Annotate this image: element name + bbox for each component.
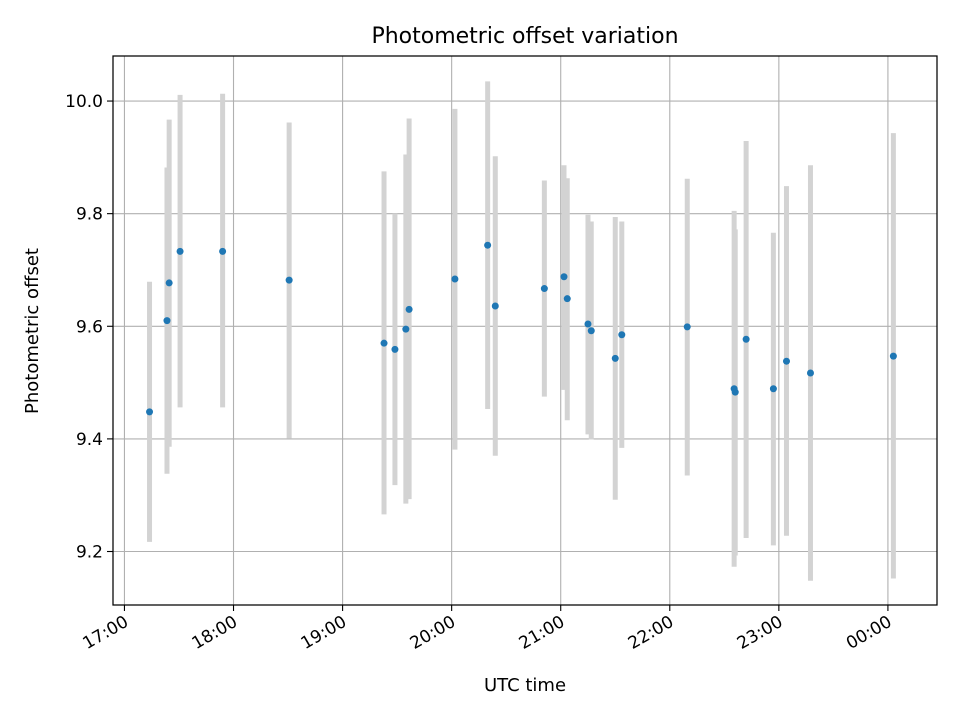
data-point bbox=[219, 247, 227, 255]
data-point bbox=[587, 327, 595, 335]
data-point bbox=[618, 331, 626, 339]
data-point bbox=[540, 285, 548, 293]
data-point bbox=[285, 276, 293, 284]
data-point bbox=[563, 295, 571, 303]
y-tick-label: 10.0 bbox=[65, 92, 103, 112]
data-point bbox=[380, 339, 388, 347]
plot-frame bbox=[112, 55, 938, 606]
data-point bbox=[683, 323, 691, 331]
data-point bbox=[165, 279, 173, 287]
y-tick-label: 9.2 bbox=[76, 543, 103, 563]
data-point bbox=[402, 325, 410, 333]
y-tick-label: 9.6 bbox=[76, 317, 103, 337]
data-point bbox=[782, 357, 790, 365]
data-points bbox=[146, 241, 897, 416]
y-axis-label: Photometric offset bbox=[22, 248, 43, 414]
data-point bbox=[584, 320, 592, 328]
data-point bbox=[146, 408, 154, 416]
data-point bbox=[611, 354, 619, 362]
y-tick-label: 9.4 bbox=[76, 430, 103, 450]
data-point bbox=[176, 247, 184, 255]
data-point bbox=[889, 352, 897, 360]
data-point bbox=[806, 369, 814, 377]
data-point bbox=[491, 302, 499, 310]
data-point bbox=[405, 305, 413, 313]
data-point bbox=[742, 335, 750, 343]
data-point bbox=[731, 388, 739, 396]
data-point bbox=[769, 385, 777, 393]
data-point bbox=[391, 345, 399, 353]
x-axis-label: UTC time bbox=[484, 675, 566, 696]
grid bbox=[113, 56, 937, 605]
chart-title: Photometric offset variation bbox=[371, 24, 678, 49]
data-point bbox=[451, 275, 459, 283]
data-point bbox=[560, 273, 568, 281]
y-tick-label: 9.8 bbox=[76, 205, 103, 225]
data-point bbox=[484, 241, 492, 249]
data-point bbox=[163, 317, 171, 325]
